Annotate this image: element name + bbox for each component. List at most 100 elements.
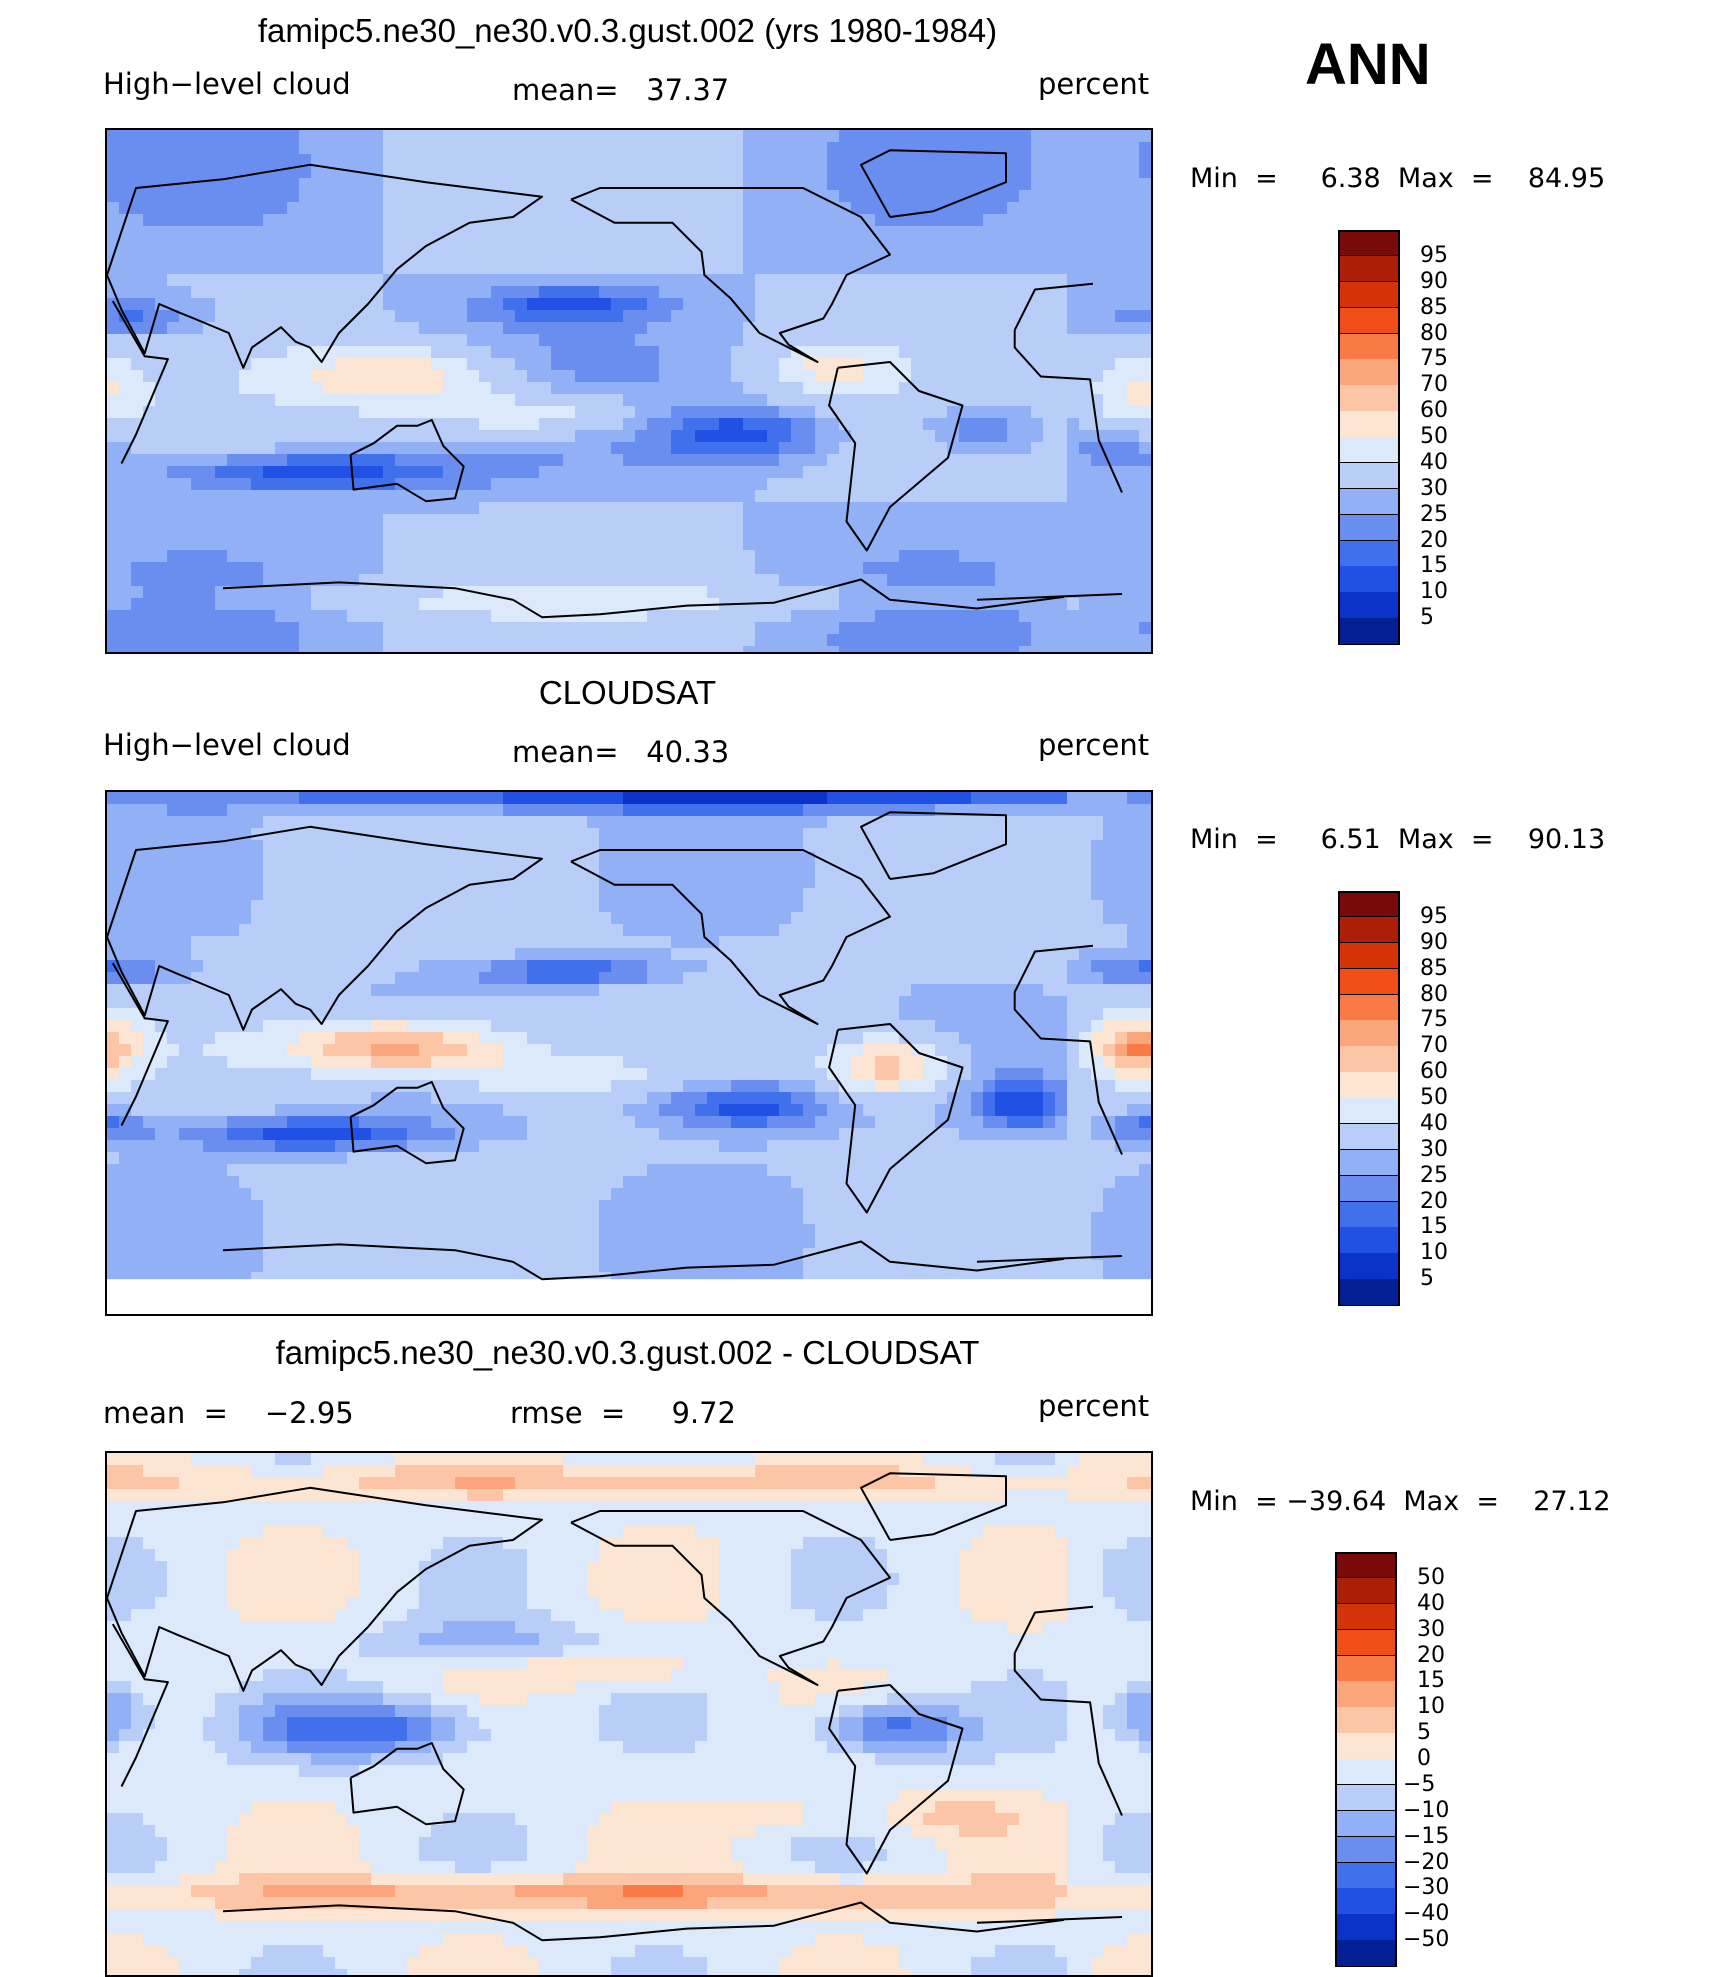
map-cell [1067,178,1080,191]
map-cell [959,840,972,853]
map-cell [1079,816,1092,829]
map-cell [563,646,576,652]
map-cell [371,912,384,925]
map-cell [719,478,732,491]
map-cell [875,454,888,467]
map-cell [899,310,912,323]
map-cell [359,346,372,359]
map-cell [359,840,372,853]
map-cell [659,924,672,937]
map-cell [479,586,492,599]
map-cell [1067,166,1080,179]
map-cell [815,864,828,877]
map-cell [839,466,852,479]
map-cell [767,936,780,949]
map-cell [263,900,276,913]
map-cell [827,622,840,635]
colorbar-swatch [1338,255,1400,283]
map-cell [179,178,192,191]
map-cell [839,130,852,143]
map-cell [695,238,708,251]
map-cell [683,828,696,841]
map-cell [407,876,420,889]
map-cell [647,828,660,841]
map-cell [971,454,984,467]
map-cell [515,816,528,829]
map-cell [1139,924,1151,937]
map-cell [1115,550,1128,563]
map-cell [563,598,576,611]
panel2-title: CLOUDSAT [538,674,717,711]
map-cell [1139,226,1151,239]
map-cell [227,394,240,407]
map-cell [1115,816,1128,829]
map-cell [815,130,828,143]
map-cell [431,888,444,901]
map-cell [803,502,816,515]
map-cell [791,852,804,865]
map-cell [1103,490,1116,503]
map-cell [815,298,828,311]
map-cell [539,816,552,829]
map-cell [1079,852,1092,865]
map-cell [179,840,192,853]
map-cell [503,840,516,853]
map-cell [587,804,600,817]
map-cell [587,840,600,853]
map-cell [167,370,180,383]
map-cell [839,634,852,647]
map-cell [623,804,636,817]
map-cell [899,274,912,287]
map-cell [815,900,828,913]
map-cell [167,562,180,575]
map-cell [1019,250,1032,263]
map-cell [683,454,696,467]
map-cell [383,442,396,455]
map-cell [923,586,936,599]
map-cell [587,370,600,383]
map-cell [731,538,744,551]
map-cell [671,466,684,479]
map-cell [479,154,492,167]
map-cell [719,346,732,359]
map-cell [1007,154,1020,167]
map-cell [923,406,936,419]
map-cell [947,334,960,347]
map-cell [1079,130,1092,143]
map-cell [1007,226,1020,239]
map-cell [875,936,888,949]
map-cell [839,538,852,551]
map-cell [287,888,300,901]
map-cell [899,382,912,395]
map-cell [863,912,876,925]
map-cell [371,394,384,407]
map-cell [611,166,624,179]
map-cell [443,490,456,503]
map-cell [707,286,720,299]
map-cell [875,610,888,623]
map-cell [299,154,312,167]
map-cell [455,490,468,503]
map-cell [947,876,960,889]
map-cell [407,622,420,635]
map-cell [371,622,384,635]
map-cell [899,358,912,371]
map-cell [827,322,840,335]
map-cell [203,924,216,937]
map-cell [623,792,636,805]
map-cell [731,466,744,479]
panel2-units-label: percent [1038,728,1150,762]
map-cell [407,816,420,829]
map-cell [335,358,348,371]
map-cell [275,634,288,647]
map-cell [779,442,792,455]
map-cell [251,250,264,263]
map-cell [371,526,384,539]
map-cell [935,214,948,227]
map-cell [875,574,888,587]
map-cell [623,876,636,889]
map-cell [311,322,324,335]
map-cell [599,502,612,515]
map-cell [299,250,312,263]
map-cell [1127,298,1140,311]
